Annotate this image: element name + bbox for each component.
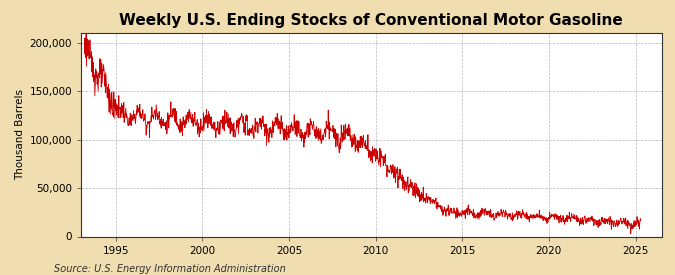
Text: Source: U.S. Energy Information Administration: Source: U.S. Energy Information Administ… — [54, 264, 286, 274]
Title: Weekly U.S. Ending Stocks of Conventional Motor Gasoline: Weekly U.S. Ending Stocks of Conventiona… — [119, 13, 623, 28]
Y-axis label: Thousand Barrels: Thousand Barrels — [15, 89, 25, 180]
